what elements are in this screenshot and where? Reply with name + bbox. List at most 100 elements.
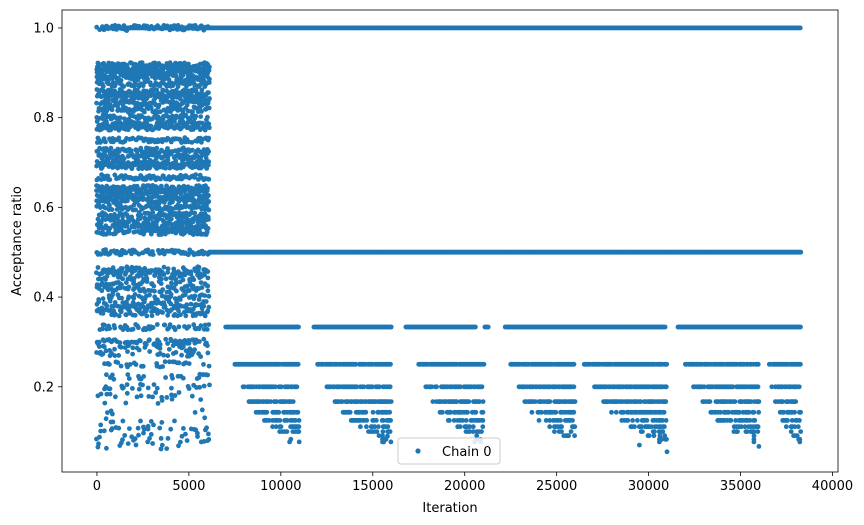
data-point (186, 361, 192, 366)
data-point (373, 418, 379, 423)
data-point (140, 363, 146, 369)
data-point (104, 273, 110, 279)
data-point (116, 135, 122, 141)
data-point (198, 323, 204, 329)
data-point (161, 264, 167, 270)
data-point (165, 353, 171, 359)
data-point (137, 216, 143, 222)
data-point (94, 436, 99, 442)
data-point (107, 386, 113, 392)
data-point (195, 123, 201, 129)
data-point (173, 158, 179, 164)
data-point (207, 125, 212, 131)
data-point (136, 432, 141, 438)
data-point (157, 346, 163, 351)
data-point (152, 288, 157, 294)
data-point (296, 424, 302, 430)
data-point (206, 217, 211, 222)
data-point (206, 293, 212, 299)
data-point (141, 430, 146, 436)
data-point (159, 442, 165, 448)
data-point (100, 296, 106, 302)
data-point (148, 105, 154, 111)
data-point (116, 353, 122, 358)
data-point (149, 313, 155, 319)
data-point (199, 285, 205, 290)
data-point (101, 322, 107, 328)
data-point (115, 195, 121, 201)
data-point (158, 436, 164, 441)
data-point (151, 382, 157, 387)
data-point (140, 83, 146, 89)
data-point (136, 347, 142, 353)
data-point (140, 165, 146, 171)
data-point (125, 349, 130, 354)
data-point (126, 284, 132, 290)
data-point (207, 382, 212, 388)
data-point (110, 372, 115, 378)
data-point (142, 109, 147, 115)
data-point (120, 418, 126, 424)
data-point (198, 114, 204, 119)
data-point (206, 105, 212, 111)
data-point (192, 191, 198, 197)
data-point (126, 426, 132, 431)
data-point (276, 409, 282, 415)
data-point (203, 155, 209, 161)
data-point (206, 98, 211, 103)
data-point (364, 424, 369, 430)
data-point (107, 177, 113, 183)
data-point (159, 420, 165, 425)
data-point (147, 270, 153, 275)
data-point (162, 359, 168, 365)
data-point (296, 429, 302, 434)
data-point (206, 322, 212, 327)
data-point (205, 275, 211, 281)
data-point (119, 269, 124, 274)
data-point (169, 385, 174, 391)
data-point (387, 384, 393, 390)
data-point (151, 92, 157, 97)
data-point (205, 372, 211, 378)
data-point (203, 299, 209, 304)
data-point (121, 385, 126, 391)
data-point (107, 298, 113, 304)
data-point (145, 426, 151, 432)
data-point (192, 410, 198, 415)
data-point (112, 325, 118, 331)
data-point (180, 72, 186, 78)
data-point (96, 162, 101, 168)
data-point (278, 424, 284, 430)
data-point (186, 386, 192, 391)
data-point (154, 385, 160, 391)
data-point (205, 283, 211, 289)
data-point (182, 292, 188, 298)
data-point (153, 390, 159, 395)
data-point (388, 399, 394, 404)
data-point (295, 409, 301, 415)
data-point (127, 362, 133, 367)
data-point (206, 135, 212, 141)
data-point (165, 436, 171, 441)
data-point (295, 361, 301, 367)
data-point (485, 324, 491, 330)
data-point (179, 273, 185, 279)
data-point (172, 418, 177, 424)
data-point (96, 123, 101, 129)
data-point (162, 322, 168, 328)
data-point (182, 60, 187, 66)
data-point (204, 229, 210, 235)
data-point (388, 418, 393, 423)
data-point (98, 391, 104, 397)
data-point (193, 172, 199, 178)
data-point (103, 139, 108, 145)
data-point (155, 104, 161, 110)
data-point (160, 364, 166, 369)
data-point (197, 104, 203, 110)
data-point (124, 94, 129, 100)
data-point (205, 350, 211, 356)
data-point (95, 444, 101, 450)
data-point (206, 80, 212, 85)
data-point (160, 68, 166, 73)
data-point (187, 67, 193, 73)
